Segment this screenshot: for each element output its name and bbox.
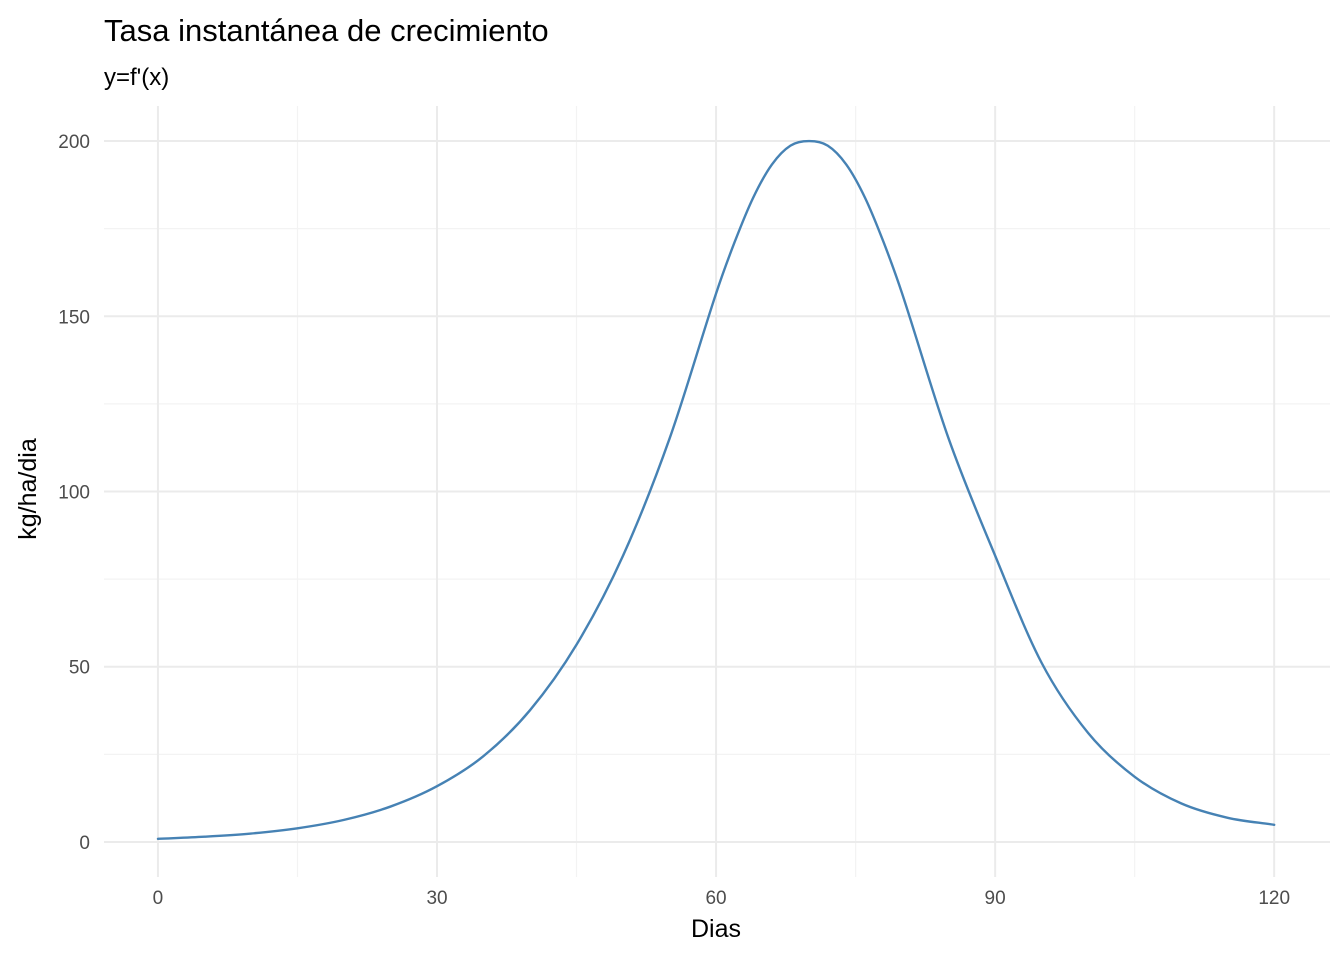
y-tick-label: 100 <box>58 483 90 504</box>
x-axis-title: Dias <box>691 915 741 943</box>
plot-panel: 0 50 100 150 200 0 30 60 90 120 <box>58 106 1330 909</box>
chart-subtitle: y=f'(x) <box>104 64 169 91</box>
series-line <box>156 139 1276 840</box>
x-tick-label: 90 <box>985 888 1006 909</box>
x-tick-label: 120 <box>1258 888 1290 909</box>
y-axis-title: kg/ha/dia <box>14 438 42 540</box>
x-tick-label: 60 <box>705 888 726 909</box>
x-tick-label: 30 <box>426 888 447 909</box>
y-tick-label: 150 <box>58 307 90 328</box>
x-tick-label: 0 <box>153 888 164 909</box>
y-tick-label: 200 <box>58 132 90 153</box>
y-tick-label: 50 <box>69 658 90 679</box>
chart-title: Tasa instantánea de crecimiento <box>104 13 549 48</box>
y-tick-label: 0 <box>79 833 90 854</box>
